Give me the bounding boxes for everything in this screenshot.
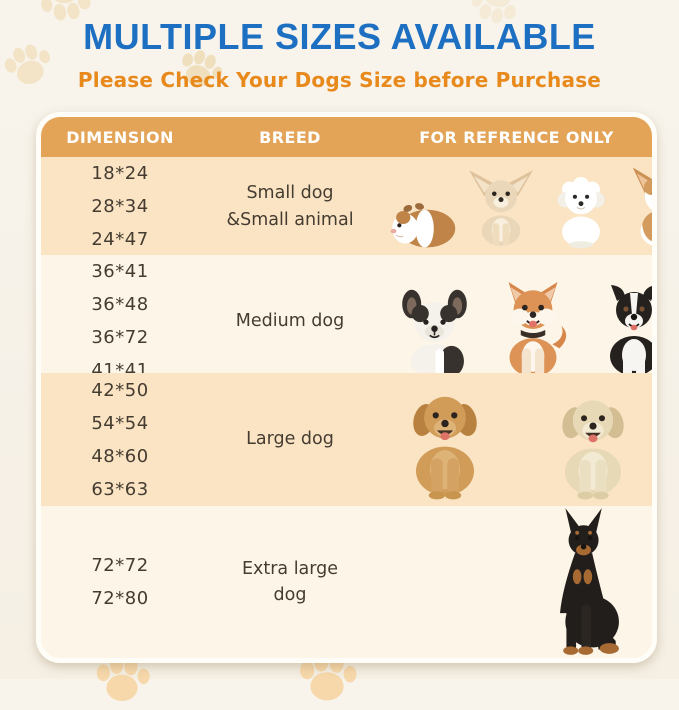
table-row-large-dog: 42*50 54*54 48*60 63*63 Large dog: [41, 373, 652, 506]
dimension-value: 48*60: [91, 445, 149, 467]
size-chart-card: DIMENSION BREED FOR REFRENCE ONLY 18*24 …: [36, 112, 657, 663]
border-collie-image: [584, 281, 652, 381]
dimension-list: 36*41 36*48 36*72 41*41: [41, 255, 199, 387]
table-row-extra-large-dog: 72*72 72*80 Extra large dog: [41, 506, 652, 658]
dimension-value: 72*72: [91, 555, 149, 576]
guinea-pig-image: [387, 198, 459, 250]
page-title: MULTIPLE SIZES AVAILABLE: [83, 16, 596, 57]
paw-print-icon: [0, 33, 61, 100]
breed-label: Extra large dog: [241, 558, 339, 605]
shiba-inu-image: [482, 279, 584, 381]
reference-images: [381, 373, 652, 506]
dimension-value: 72*80: [91, 588, 149, 609]
reference-images: [381, 506, 652, 658]
dimension-value: 54*54: [91, 412, 149, 434]
paw-print-icon: [170, 40, 230, 100]
table-header-row: DIMENSION BREED FOR REFRENCE ONLY: [41, 117, 652, 157]
dimension-value: 18*24: [91, 163, 149, 184]
dimension-value: 28*34: [91, 196, 149, 217]
bichon-frise-image: [543, 174, 619, 250]
dimension-value: 42*50: [91, 379, 149, 401]
header-breed: BREED: [259, 127, 321, 147]
chihuahua-image: [459, 166, 543, 250]
doberman-image: [530, 506, 638, 656]
breed-label: Large dog: [246, 429, 334, 450]
header-dimension: DIMENSION: [66, 127, 174, 147]
dimension-value: 63*63: [91, 478, 149, 500]
table-row-small-dog: 18*24 28*34 24*47 Small dog &Small anima…: [41, 157, 652, 255]
page-header: MULTIPLE SIZES AVAILABLE Please Check Yo…: [0, 0, 679, 92]
breed-label: Small dog &Small animal: [226, 183, 354, 230]
reference-images: [381, 255, 652, 387]
header-reference: FOR REFRENCE ONLY: [419, 127, 614, 147]
dimension-value: 36*48: [91, 294, 149, 315]
page-subtitle: Please Check Your Dogs Size before Purch…: [77, 68, 602, 92]
dimension-list: 72*72 72*80: [41, 506, 199, 658]
reference-images: [381, 157, 652, 256]
corgi-puppy-image: [619, 164, 652, 250]
paw-print-icon: [464, 0, 528, 34]
table-row-medium-dog: 36*41 36*48 36*72 41*41 Medium dog: [41, 255, 652, 381]
paw-print-icon: [34, 0, 99, 30]
dimension-value: 36*72: [91, 327, 149, 348]
dimension-value: 36*41: [91, 261, 149, 282]
dimension-list: 18*24 28*34 24*47: [41, 157, 199, 256]
labrador-image: [537, 388, 649, 500]
dimension-value: 24*47: [91, 229, 149, 250]
breed-label: Medium dog: [235, 310, 345, 331]
dimension-list: 42*50 54*54 48*60 63*63: [41, 373, 199, 506]
golden-retriever-image: [387, 384, 503, 500]
french-bulldog-image: [387, 286, 482, 381]
